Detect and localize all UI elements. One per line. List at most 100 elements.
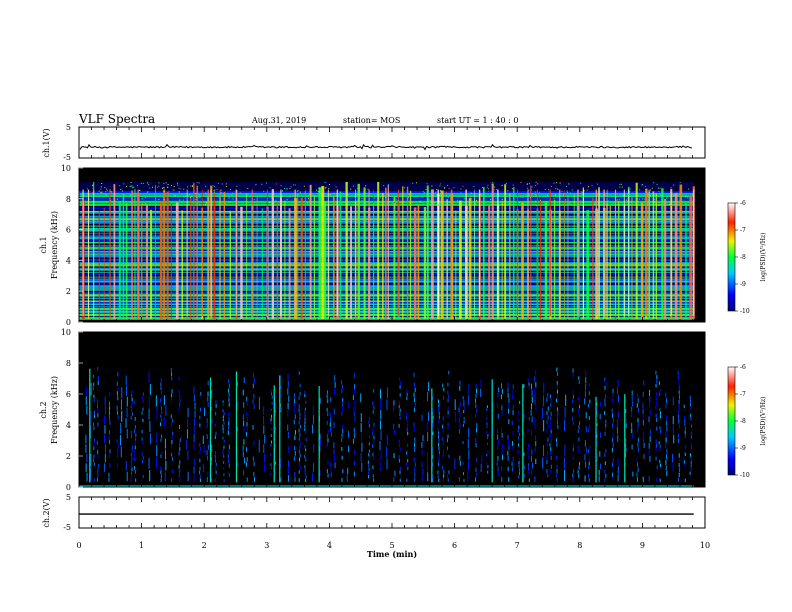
ch2-spectrogram-burst [373,456,375,461]
ch2-spectrogram-burst [330,432,332,437]
ch2-spectrogram-burst [522,478,524,482]
ch2-spectrogram-burst [236,452,238,457]
ch2-spectrogram-burst [487,470,489,474]
ch2-spectrogram-burst [624,452,626,458]
ch2-spectrogram-burst [211,448,213,453]
ch2-spectrogram-burst [447,434,449,439]
ch1-spectrogram-speckle [658,191,660,193]
ch2-spectrogram-burst [588,457,590,462]
ch2-spectrogram-burst [572,399,574,404]
ch1-spectrogram-speckle [158,182,160,184]
ch1-spectrogram-speckle [354,198,356,200]
ch1-spectrogram-speckle [568,183,570,185]
ch2-spectrogram-burst [476,472,478,477]
ch2-spectrogram-burst [599,413,601,420]
ch2-spectrogram-burst [393,453,395,459]
ch2-spectrogram-burst [507,456,509,461]
ch2-spectrogram-burst [659,407,661,412]
ch2-spectrogram-burst [534,476,536,482]
ch2-spectrogram-burst [210,398,212,403]
ch2-spectrogram-burst [380,409,382,420]
ch2-spectrogram-burst [299,457,301,462]
ch1-spectrogram-burst [155,185,156,319]
ch2-spectrogram-burst [414,467,416,472]
ch2-spectrogram-burst [368,420,370,424]
ch2-spectrogram-burst [360,432,362,442]
ch2-spectrogram-burst [104,463,106,472]
ch2-spectrogram-burst [596,408,598,412]
ch1-spectrogram-speckle [308,198,310,200]
ch2-spectrogram-burst [532,462,534,469]
ch2-spectrogram-burst [131,449,133,453]
ch2-spectrogram-burst [131,456,133,460]
ch2-spectrogram-burst [386,399,388,410]
ch2-spectrogram-burst [353,438,355,444]
ch2-spectrogram-burst [165,460,167,471]
ch1-spectrogram-speckle [487,188,489,190]
ch1-spectrogram-speckle [182,199,184,201]
ch2-spectrogram-burst [571,416,573,421]
ch1-spectrogram-speckle [379,197,381,199]
ch1-waveform-ytick-bottom: -5 [63,153,71,162]
ch2-spectrogram-burst [596,444,598,447]
ch2-spectrogram-burst [501,388,503,394]
ch2-spectrogram-burst [690,417,692,421]
ch1-spectrogram-burst [539,201,542,319]
ch1-spectrogram-speckle [195,198,197,200]
ch2-spectrogram-burst [467,395,469,406]
ch2-spectrogram-burst [507,408,509,414]
colorbar-tick-label: -9 [740,445,746,452]
ch1-spectrogram-speckle [275,183,277,185]
ch2-spectrogram-burst [299,433,301,437]
ch2-spectrogram-burst [206,418,208,423]
ch2-spectrogram-burst [550,411,552,416]
ch2-spectrogram-burst [578,466,580,470]
ch2-spectrogram-burst [360,413,362,423]
ch2-spectrogram-burst [179,477,181,482]
ch2-spectrogram-burst [556,394,558,399]
ch2-spectrogram-burst [287,388,289,395]
ch2-spectrogram-burst [458,418,460,423]
ch1-waveform-line [79,143,693,151]
ch1-spectrogram-speckle [105,194,107,196]
ch2-spectrogram-burst [280,459,282,464]
ch2-spectrogram-burst [199,458,201,463]
ch1-spectrogram-speckle [190,185,192,187]
ch2-spectrogram-burst [406,462,408,467]
ch2-spectrogram-burst [624,394,626,483]
ch1-spectrogram-speckle [617,204,619,206]
ch2-spectrogram-burst [353,411,355,417]
ch2-spectrogram-burst [642,403,644,409]
ch2-spectrogram-burst [528,416,530,421]
ch2-spectrogram-burst [131,394,133,398]
ch1-spectrogram-speckle [198,197,200,199]
ch1-spectrogram-speckle [100,192,102,194]
ch2-spectrogram-burst [214,478,216,482]
ch1-spectrogram-speckle [141,198,143,200]
ch1-spectrogram-speckle [492,200,494,202]
ch2-spectrogram-burst [518,475,520,479]
ch2-spectrogram-burst [572,421,574,426]
ch2-spectrogram-burst [93,442,95,447]
ch2-spectrogram-burst [530,409,532,416]
ch2-spectrogram-burst [164,438,166,449]
ch1-spectrogram-speckle [299,191,301,193]
ch2-spectrogram-burst [361,462,363,472]
ch2-spectrogram-burst [97,422,99,427]
ch2-spectrogram-burst [156,445,158,457]
ch2-spectrogram-burst [437,431,439,435]
ch1-spectrogram-speckle [422,190,424,192]
ch2-spectrogram-burst [497,445,499,451]
ch1-spectrogram-speckle [177,184,179,186]
ch2-spectrogram-burst [579,461,581,466]
ch1-spectrogram-speckle [486,186,488,188]
ch2-spectrogram-burst [432,447,434,451]
ch1-spectrogram-speckle [644,185,646,187]
ch2-spectrogram-burst [93,394,95,399]
ch1-spectrogram-speckle [670,204,672,206]
ch2-spectrogram-burst [459,402,461,407]
ch1-spectrogram-speckle [653,201,655,203]
ch1-spectrogram-speckle [383,185,385,187]
ch2-spectrogram-burst [194,402,196,410]
